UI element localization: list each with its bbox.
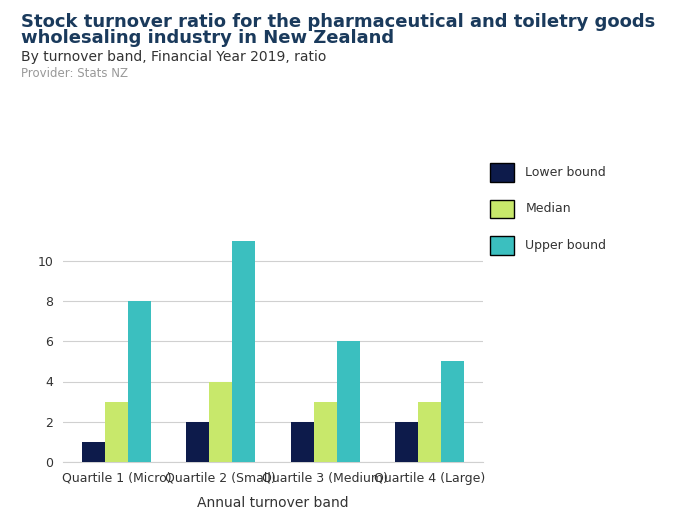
Bar — [395, 422, 418, 462]
Bar — [418, 402, 441, 462]
Text: figure.nz: figure.nz — [582, 17, 659, 32]
Text: By turnover band, Financial Year 2019, ratio: By turnover band, Financial Year 2019, r… — [21, 50, 326, 64]
X-axis label: Annual turnover band: Annual turnover band — [197, 496, 349, 510]
Bar — [82, 442, 105, 462]
Bar — [337, 341, 360, 462]
Bar — [314, 402, 337, 462]
Text: wholesaling industry in New Zealand: wholesaling industry in New Zealand — [21, 29, 394, 47]
Text: Median: Median — [525, 203, 571, 215]
FancyBboxPatch shape — [490, 163, 514, 182]
FancyBboxPatch shape — [490, 200, 514, 218]
Bar — [441, 361, 464, 462]
Bar — [128, 301, 151, 462]
Bar — [290, 422, 314, 462]
Bar — [232, 240, 256, 462]
Text: Lower bound: Lower bound — [525, 166, 606, 179]
Text: Provider: Stats NZ: Provider: Stats NZ — [21, 67, 128, 80]
Text: Stock turnover ratio for the pharmaceutical and toiletry goods: Stock turnover ratio for the pharmaceuti… — [21, 13, 655, 31]
Bar — [209, 382, 232, 462]
FancyBboxPatch shape — [490, 236, 514, 255]
Text: Upper bound: Upper bound — [525, 239, 606, 252]
Bar — [186, 422, 209, 462]
Bar — [105, 402, 128, 462]
